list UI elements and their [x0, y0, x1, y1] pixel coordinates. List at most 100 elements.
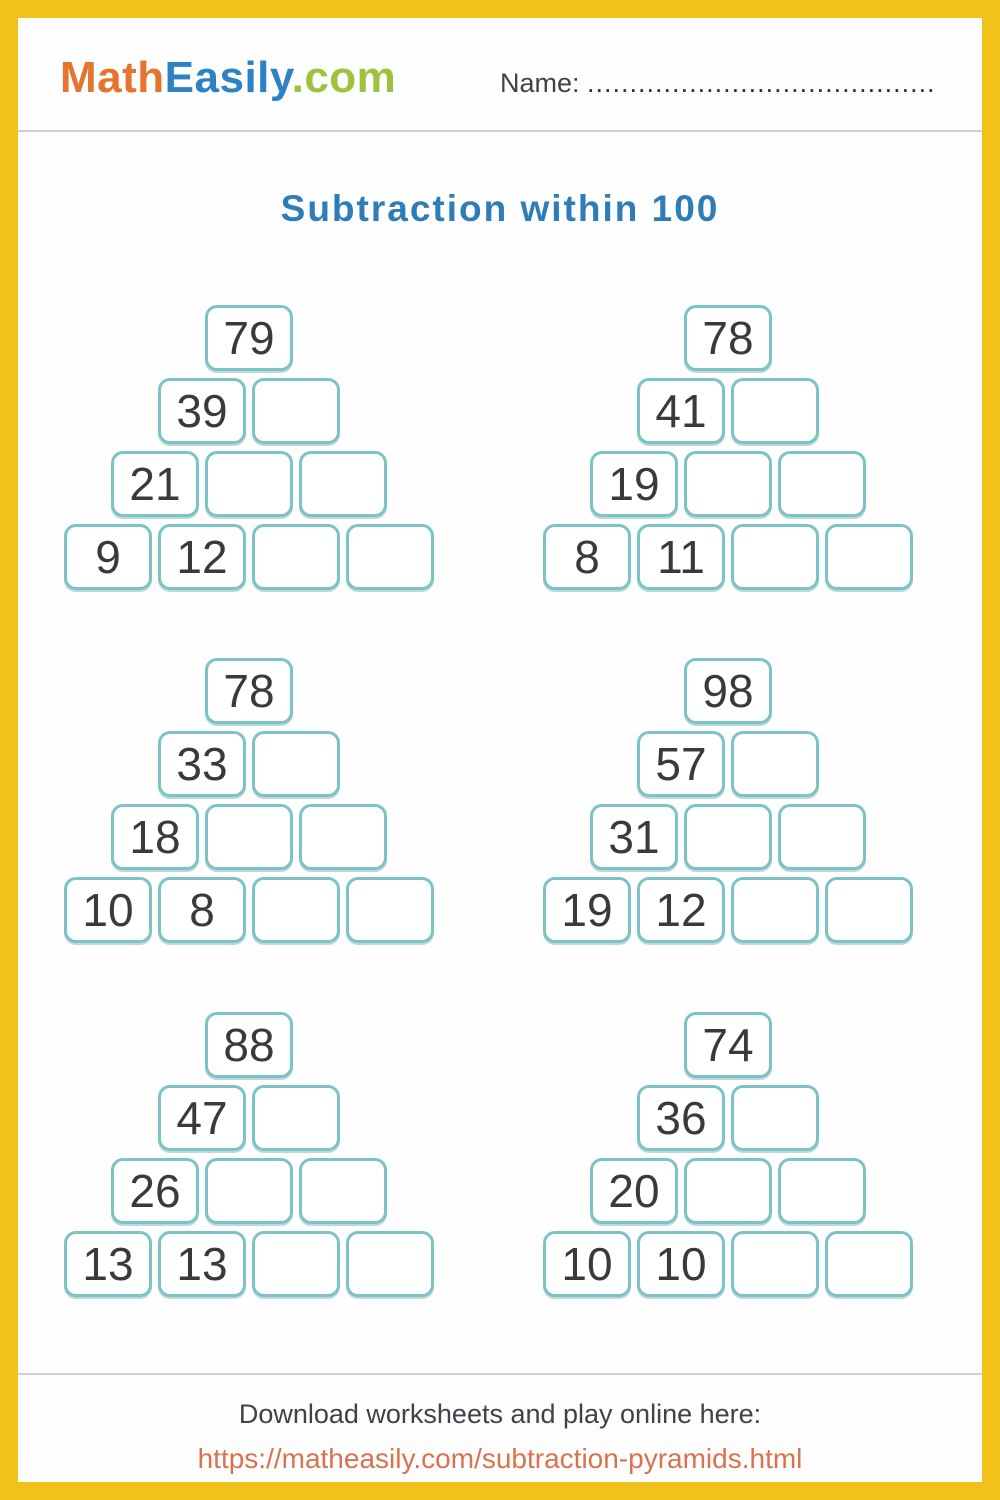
given-cell: 36: [637, 1085, 725, 1151]
given-cell: 74: [684, 1012, 772, 1078]
answer-cell[interactable]: [299, 1158, 387, 1224]
pyramid-row: 31: [590, 804, 866, 870]
given-cell: 12: [637, 877, 725, 943]
given-cell: 20: [590, 1158, 678, 1224]
given-cell: 10: [64, 877, 152, 943]
answer-cell[interactable]: [778, 804, 866, 870]
pyramid-row: 13 13: [64, 1231, 434, 1297]
footer-text: Download worksheets and play online here…: [238, 1399, 762, 1429]
answer-cell[interactable]: [299, 451, 387, 517]
answer-cell[interactable]: [825, 524, 913, 590]
given-cell: 88: [205, 1012, 293, 1078]
answer-cell[interactable]: [684, 451, 772, 517]
given-cell: 13: [158, 1231, 246, 1297]
pyramid-row: 41: [637, 378, 819, 444]
name-dotted-line[interactable]: ........................................…: [587, 68, 932, 98]
pyramid-row: 21: [111, 451, 387, 517]
answer-cell[interactable]: [252, 1231, 340, 1297]
pyramid-row: 20: [590, 1158, 866, 1224]
given-cell: 9: [64, 524, 152, 590]
answer-cell[interactable]: [299, 804, 387, 870]
answer-cell[interactable]: [252, 877, 340, 943]
logo-part-math: Math: [60, 53, 165, 102]
answer-cell[interactable]: [252, 378, 340, 444]
answer-cell[interactable]: [825, 1231, 913, 1297]
given-cell: 8: [543, 524, 631, 590]
given-cell: 13: [64, 1231, 152, 1297]
given-cell: 11: [637, 524, 725, 590]
pyramid-row: 74: [684, 1012, 772, 1078]
given-cell: 31: [590, 804, 678, 870]
answer-cell[interactable]: [731, 1231, 819, 1297]
given-cell: 98: [684, 658, 772, 724]
given-cell: 79: [205, 305, 293, 371]
given-cell: 10: [637, 1231, 725, 1297]
answer-cell[interactable]: [346, 877, 434, 943]
logo-part-com: .com: [291, 53, 397, 102]
logo-part-easily: Easily: [164, 53, 292, 102]
given-cell: 41: [637, 378, 725, 444]
given-cell: 19: [543, 877, 631, 943]
given-cell: 47: [158, 1085, 246, 1151]
page-title: Subtraction within 100: [280, 188, 720, 229]
given-cell: 78: [205, 658, 293, 724]
answer-cell[interactable]: [252, 731, 340, 797]
pyramid-row: 98: [684, 658, 772, 724]
subtraction-pyramid-3: 78 33 18 10 8: [58, 658, 440, 943]
footer: Download worksheets and play online here…: [18, 1373, 982, 1482]
given-cell: 57: [637, 731, 725, 797]
pyramid-row: 19: [590, 451, 866, 517]
pyramid-row: 36: [637, 1085, 819, 1151]
footer-link[interactable]: https://matheasily.com/subtraction-pyram…: [197, 1443, 803, 1474]
answer-cell[interactable]: [731, 731, 819, 797]
pyramid-row: 10 8: [64, 877, 434, 943]
given-cell: 78: [684, 305, 772, 371]
answer-cell[interactable]: [731, 1085, 819, 1151]
answer-cell[interactable]: [205, 451, 293, 517]
answer-cell[interactable]: [205, 804, 293, 870]
given-cell: 39: [158, 378, 246, 444]
given-cell: 18: [111, 804, 199, 870]
pyramid-row: 39: [158, 378, 340, 444]
answer-cell[interactable]: [778, 451, 866, 517]
given-cell: 21: [111, 451, 199, 517]
pyramid-row: 26: [111, 1158, 387, 1224]
answer-cell[interactable]: [346, 524, 434, 590]
answer-cell[interactable]: [778, 1158, 866, 1224]
answer-cell[interactable]: [252, 524, 340, 590]
header-divider: [18, 130, 982, 132]
answer-cell[interactable]: [205, 1158, 293, 1224]
subtraction-pyramid-6: 74 36 20 10 10: [537, 1012, 919, 1297]
name-label: Name:: [500, 68, 580, 98]
pyramid-row: 79: [205, 305, 293, 371]
given-cell: 12: [158, 524, 246, 590]
pyramid-row: 19 12: [543, 877, 913, 943]
pyramid-row: 47: [158, 1085, 340, 1151]
pyramid-row: 78: [684, 305, 772, 371]
given-cell: 10: [543, 1231, 631, 1297]
answer-cell[interactable]: [731, 378, 819, 444]
pyramid-row: 10 10: [543, 1231, 913, 1297]
pyramid-row: 88: [205, 1012, 293, 1078]
given-cell: 19: [590, 451, 678, 517]
answer-cell[interactable]: [346, 1231, 434, 1297]
subtraction-pyramid-4: 98 57 31 19 12: [537, 658, 919, 943]
pyramid-row: 9 12: [64, 524, 434, 590]
answer-cell[interactable]: [684, 1158, 772, 1224]
pyramid-row: 8 11: [543, 524, 913, 590]
pyramid-row: 33: [158, 731, 340, 797]
answer-cell[interactable]: [252, 1085, 340, 1151]
name-field[interactable]: Name: ..................................…: [500, 68, 932, 99]
pyramid-row: 18: [111, 804, 387, 870]
given-cell: 26: [111, 1158, 199, 1224]
answer-cell[interactable]: [731, 524, 819, 590]
given-cell: 33: [158, 731, 246, 797]
pyramid-row: 57: [637, 731, 819, 797]
answer-cell[interactable]: [731, 877, 819, 943]
answer-cell[interactable]: [825, 877, 913, 943]
subtraction-pyramid-1: 79 39 21 9 12: [58, 305, 440, 590]
site-logo: MathEasily.com: [60, 54, 396, 102]
answer-cell[interactable]: [684, 804, 772, 870]
pyramid-row: 78: [205, 658, 293, 724]
